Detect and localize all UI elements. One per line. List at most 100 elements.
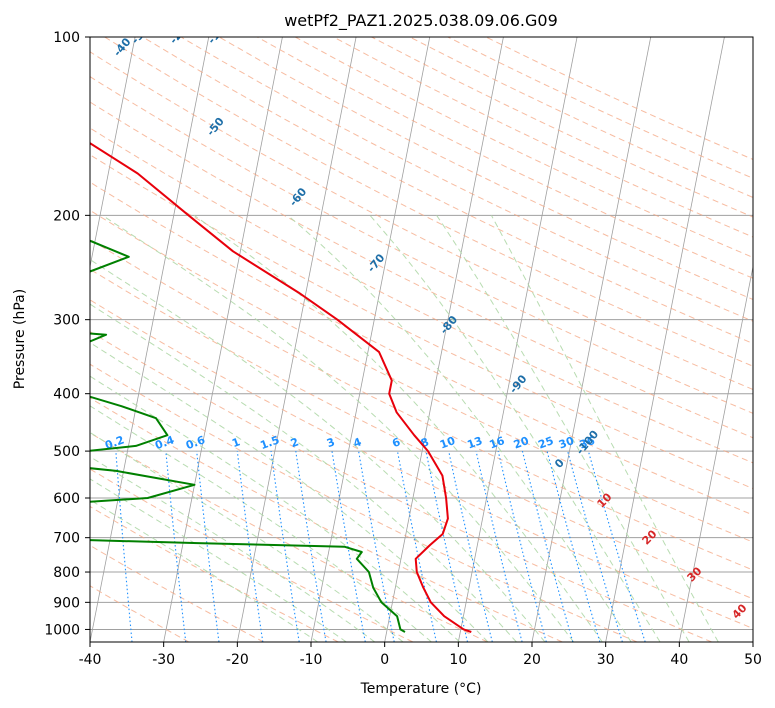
mixing-ratio-label: 25 [536,434,555,451]
x-tick-label: 0 [380,652,389,668]
x-tick-label: -40 [79,652,102,668]
mixing-ratio-label: 4 [352,435,364,450]
x-axis-label: Temperature (°C) [360,681,482,697]
dry-adiabat-line [90,268,753,600]
dewpoint-profile-line [90,239,406,633]
dry-adiabat-line [90,397,563,642]
mixing-ratio-line [358,451,395,642]
chart-title: wetPf2_PAZ1.2025.038.09.06.G09 [284,11,558,31]
moist-adiabat-line [90,499,319,642]
isotherm-line [310,37,431,642]
isotherm-line [531,37,652,642]
x-tick-label: 50 [744,652,762,668]
moist-adiabats [90,214,719,642]
dry-adiabat-line [142,37,753,345]
moist-adiabat-line [436,215,690,642]
dry-adiabat-line [90,299,753,629]
isotherm-line [236,37,357,642]
plot-area: 0.10.20.40.611.52346810131620253036-100-… [90,23,753,642]
dry-adiabat-line [90,154,753,490]
mixing-ratio-line [587,450,646,642]
mixing-ratio-label: 16 [488,434,507,452]
dry-adiabat-line [180,37,753,322]
y-tick-label: 300 [53,313,80,329]
mixing-ratio-label: 8 [419,435,431,450]
isotherm-line [90,37,136,269]
y-tick-label: 600 [53,491,80,507]
moist-adiabat-line [90,342,489,642]
x-tick-label: -30 [152,652,175,668]
y-tick-label: 800 [53,565,80,581]
mixing-ratio-label: 10 [438,434,457,452]
mixing-ratio-label: 2 [289,435,301,450]
moist-adiabat-line [490,215,719,642]
mixing-ratio-label: 13 [465,434,484,451]
mixing-ratio-label: 20 [512,434,531,452]
x-tick-label: -20 [226,652,249,668]
isotherm-line [605,37,725,642]
temperature-profile-line [90,141,472,633]
mixing-ratio-line [425,450,469,642]
mixing-ratio-line [448,450,493,642]
x-tick-label: 20 [523,652,541,668]
plot-frame [89,36,754,643]
dry-adiabat-line [90,101,753,439]
mixing-ratio-label: 6 [390,435,402,450]
x-tick-label: -10 [300,652,323,668]
dry-adiabat-line [90,330,712,642]
y-tick-label: 500 [53,444,80,460]
isotherm-grid [90,37,753,642]
mixing-ratio-line [165,451,187,642]
mixing-ratio-label: 36 [578,434,597,452]
y-tick-label: 100 [53,30,80,46]
y-tick-label: 400 [53,387,80,403]
y-tick-label: 1000 [44,622,80,638]
y-tick-label: 900 [53,595,80,611]
isotherm-line [384,37,504,642]
mixing-ratio-line [236,451,264,642]
dry-adiabats [90,37,753,642]
mixing-ratio-label: 1 [230,435,242,450]
moist-adiabat-line [90,431,404,642]
moist-adiabat-line [369,214,661,642]
mixing-ratio-line [475,450,523,642]
x-tick-label: 10 [449,652,467,668]
dry-adiabat-label: -20 [167,23,190,47]
mixing-ratio-lines [115,450,646,642]
mixing-ratio-line [497,450,547,642]
mixing-ratio-label: 30 [557,434,576,452]
profile-series [90,141,472,633]
moist-adiabat-line [90,405,432,642]
mixing-ratio-line [396,451,437,642]
moist-adiabat-line [90,258,546,642]
dry-adiabat-line [90,76,753,414]
mixing-ratio-label: 3 [325,435,337,450]
moist-adiabat-line [90,456,376,642]
y-tick-label: 200 [53,208,80,224]
x-axis-ticks: -40 -30 -20 -10 0 10 20 30 40 50 [79,642,762,668]
y-tick-label: 700 [53,531,80,547]
x-tick-label: 40 [670,652,688,668]
mixing-ratio-line [567,450,623,642]
dry-adiabat-label: -10 [205,23,228,47]
isotherm-line [163,37,283,642]
x-tick-label: 30 [597,652,615,668]
mixing-ratio-line [521,450,574,642]
dry-adiabat-line [90,505,339,642]
mixing-ratio-label: 0.6 [184,433,207,452]
mixing-ratio-line [196,451,220,642]
mixing-ratio-label: 1.5 [258,433,281,452]
mixing-ratio-line [270,451,300,642]
moist-adiabat-line [90,375,461,642]
isobar-grid [90,37,753,630]
y-axis-label: Pressure (hPa) [12,289,28,389]
dry-adiabat-line [90,585,190,642]
dry-adiabat-label: -30 [129,23,152,47]
dry-adiabat-line [90,363,638,642]
moist-adiabat-line [287,214,632,642]
mixing-ratio-line [115,451,133,642]
mixing-ratio-line [546,450,601,642]
dry-adiabat-line [90,468,414,642]
